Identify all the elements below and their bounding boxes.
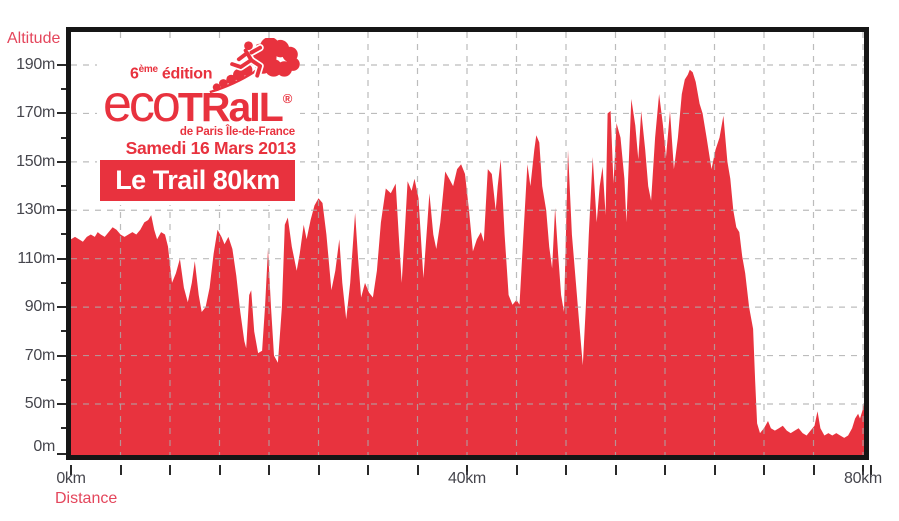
x-tick bbox=[812, 465, 815, 475]
y-minor-tick bbox=[61, 185, 66, 188]
brand-wordmark: eco TRaIL ® bbox=[103, 75, 293, 133]
x-tick-label: 0km bbox=[56, 470, 86, 487]
edition-number: 6 bbox=[130, 65, 139, 83]
brand-trail: TRaIL bbox=[177, 84, 284, 130]
y-major-tick bbox=[57, 257, 66, 260]
y-tick-label: 190m bbox=[16, 55, 55, 73]
y-axis-title: Altitude bbox=[7, 30, 61, 47]
edition-suffix: ème bbox=[138, 64, 158, 75]
branch-stem bbox=[209, 62, 267, 94]
x-axis-title: Distance bbox=[55, 490, 118, 507]
x-tick bbox=[169, 465, 171, 475]
x-tick bbox=[268, 465, 270, 475]
y-tick-label: 110m bbox=[17, 249, 55, 267]
x-tick bbox=[119, 465, 122, 475]
x-tick bbox=[862, 465, 864, 475]
x-tick-label: 80km bbox=[844, 470, 882, 487]
y-minor-tick bbox=[61, 136, 66, 139]
y-major-tick bbox=[57, 354, 66, 357]
x-tick bbox=[367, 465, 369, 475]
x-tick bbox=[70, 465, 72, 475]
y-major-tick bbox=[57, 209, 66, 212]
y-tick-label: 50m bbox=[24, 395, 56, 412]
y-major-tick bbox=[57, 160, 66, 163]
y-tick-label: 150m bbox=[16, 152, 55, 170]
edition-label: 6ème édition bbox=[130, 64, 213, 83]
y-minor-tick bbox=[61, 281, 66, 284]
y-tick-label: 130m bbox=[16, 201, 55, 219]
y-tick-label: 170m bbox=[16, 104, 55, 122]
event-date: Samedi 16 Mars 2013 bbox=[125, 138, 297, 158]
brand-eco: eco bbox=[103, 75, 181, 133]
y-major-tick bbox=[57, 63, 66, 66]
y-minor-tick bbox=[61, 88, 66, 91]
x-tick bbox=[416, 465, 419, 475]
y-major-tick bbox=[57, 403, 66, 405]
y-baseline-label: 0m bbox=[33, 438, 55, 455]
x-tick bbox=[614, 465, 617, 475]
x-tick-label: 40km bbox=[448, 470, 486, 487]
ecotrail-logo: 6ème édition bbox=[97, 37, 301, 205]
x-tick bbox=[763, 465, 765, 475]
y-minor-tick bbox=[61, 378, 66, 381]
x-tick bbox=[218, 465, 221, 475]
x-tick bbox=[565, 465, 567, 475]
y-minor-tick bbox=[61, 233, 66, 236]
y-minor-tick bbox=[61, 330, 66, 333]
y-major-tick bbox=[57, 306, 66, 309]
runner-head bbox=[244, 41, 253, 51]
y-tick-label: 90m bbox=[24, 298, 56, 316]
race-name: Le Trail 80km bbox=[115, 165, 280, 195]
x-tick bbox=[317, 465, 320, 475]
x-tick bbox=[664, 465, 666, 475]
race-name-badge: Le Trail 80km bbox=[100, 160, 295, 201]
runner-oak-leaves-icon bbox=[197, 37, 301, 96]
x-tick bbox=[466, 465, 468, 475]
edition-word: édition bbox=[157, 65, 213, 83]
runner-icon bbox=[230, 45, 263, 78]
y-tick-label: 70m bbox=[24, 346, 56, 364]
x-edge-tick bbox=[870, 465, 872, 475]
registered-mark: ® bbox=[282, 91, 293, 106]
x-tick bbox=[713, 465, 716, 475]
plot-frame bbox=[66, 27, 869, 460]
y-minor-tick bbox=[61, 427, 66, 430]
y-baseline-tick bbox=[57, 453, 66, 455]
x-tick bbox=[515, 465, 518, 475]
y-major-tick bbox=[57, 112, 66, 115]
region-label: de Paris Île-de-France bbox=[179, 126, 295, 138]
